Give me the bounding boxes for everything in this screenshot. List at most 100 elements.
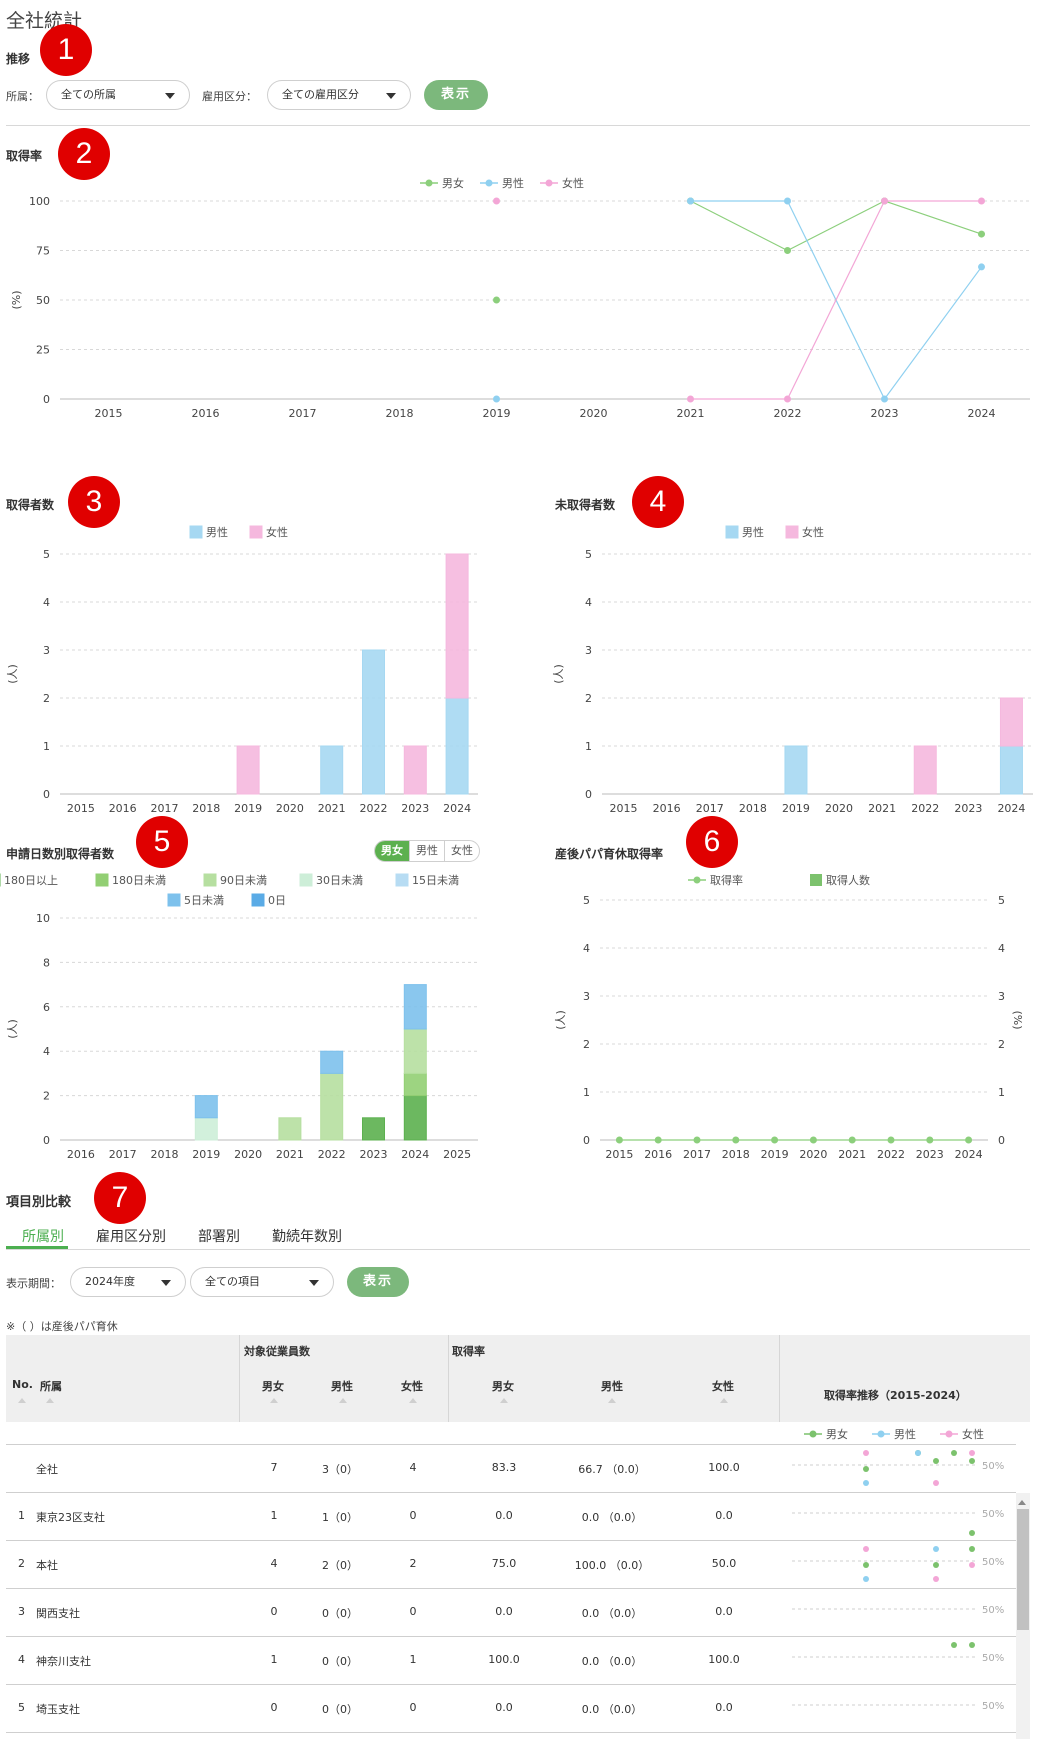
legend-swatch — [249, 525, 263, 539]
table-cell-no: 4 — [18, 1653, 25, 1666]
sparkline-point — [863, 1546, 869, 1552]
compare-show-button[interactable]: 表示 — [347, 1267, 409, 1297]
table-cell-rate-m: 0.0 （0.0） — [581, 1703, 643, 1716]
table-cell-emp-f: 0 — [409, 1605, 417, 1618]
tab-by-dept[interactable]: 所属別 — [22, 1229, 64, 1245]
tab-by-tenure[interactable]: 勤続年数別 — [272, 1229, 342, 1245]
scrollbar-thumb[interactable] — [1017, 1509, 1029, 1630]
legend-swatch — [251, 893, 265, 907]
trend-sparkline: 50% — [792, 1605, 1004, 1616]
dept-select[interactable]: 全ての所属 — [46, 80, 190, 110]
x-tick-label: 2017 — [289, 407, 317, 420]
table-header — [6, 1335, 1030, 1422]
table-cell-rate-all: 83.3 — [491, 1461, 517, 1474]
col-emp-female[interactable]: 女性 — [401, 1380, 423, 1393]
sort-arrow-icon — [46, 1398, 54, 1403]
badge-7: 7 — [94, 1172, 146, 1224]
table-row[interactable]: 4 神奈川支社 1 0（0） 1 100.0 0.0 （0.0） 100.0 50% — [6, 1637, 1016, 1685]
x-tick-label: 2018 — [192, 802, 220, 815]
item-select[interactable]: 全ての項目 — [190, 1267, 334, 1297]
period-select[interactable]: 2024年度 — [70, 1267, 186, 1297]
y-axis-label: (人) — [552, 664, 565, 684]
data-point — [687, 197, 694, 205]
table-cell-emp-m: 2（0） — [322, 1559, 358, 1572]
table-cell-no: 1 — [18, 1509, 25, 1522]
bar-segment — [403, 745, 427, 795]
tab-by-division[interactable]: 部署別 — [198, 1229, 240, 1245]
trend-sparkline: 50% — [792, 1509, 1004, 1536]
x-tick-label: 2015 — [95, 407, 123, 420]
toggle-both[interactable]: 男女 — [375, 841, 409, 861]
x-tick-label: 2023 — [871, 407, 899, 420]
y-tick-label: 2 — [583, 1038, 590, 1051]
takers-chart: 男性 女性 0 1 2 3 4 5 (人) 2015 2016 2017 2018 2019 2020 202… — [6, 525, 478, 815]
chevron-down-icon — [309, 1280, 319, 1286]
table-cell-rate-m: 66.7 （0.0） — [578, 1463, 646, 1476]
col-rate-male[interactable]: 男性 — [601, 1380, 623, 1393]
data-point — [493, 395, 500, 403]
x-tick-label: 2024 — [955, 1148, 983, 1161]
x-tick-label: 2021 — [276, 1148, 304, 1161]
tab-by-employment[interactable]: 雇用区分別 — [96, 1229, 166, 1245]
trend-sparkline: 50% — [792, 1546, 1004, 1582]
badge-4: 4 — [632, 476, 684, 528]
x-tick-label: 2020 — [825, 802, 853, 815]
x-tick-label: 2020 — [580, 407, 608, 420]
table-row[interactable]: 全社 7 3（0） 4 83.3 66.7 （0.0） 100.0 50% — [6, 1445, 1016, 1493]
legend-label: 0日 — [268, 894, 286, 907]
sparkline-mark-label: 50% — [982, 1461, 1004, 1472]
sparkline-point — [933, 1458, 939, 1464]
chevron-down-icon — [386, 93, 396, 99]
table-cell-emp-all: 0 — [270, 1701, 278, 1714]
col-dept[interactable]: 所属 — [40, 1380, 62, 1393]
legend-swatch — [785, 525, 799, 539]
legend-swatch — [167, 893, 181, 907]
toggle-female[interactable]: 女性 — [444, 841, 479, 861]
legend-swatch — [189, 525, 203, 539]
legend-marker — [809, 1430, 817, 1438]
legend-label: 男性 — [894, 1427, 916, 1441]
x-tick-label: 2017 — [683, 1148, 711, 1161]
table-row[interactable]: 5 埼玉支社 0 0（0） 0 0.0 0.0 （0.0） 0.0 50% — [6, 1685, 1016, 1733]
col-emp-male[interactable]: 男性 — [331, 1380, 353, 1393]
y-tick-label: 50 — [36, 294, 50, 307]
table-row[interactable]: 2 本社 4 2（0） 2 75.0 100.0 （0.0） 50.0 50% — [6, 1541, 1016, 1589]
toggle-male[interactable]: 男性 — [409, 841, 444, 861]
sparkline-point — [863, 1576, 869, 1582]
legend-label: 男女 — [442, 176, 464, 190]
table-row[interactable]: 1 東京23区支社 1 1（0） 0 0.0 0.0 （0.0） 0.0 50% — [6, 1493, 1016, 1541]
header-divider — [239, 1335, 240, 1422]
col-rate-both[interactable]: 男女 — [492, 1380, 514, 1393]
divider — [6, 125, 1030, 126]
x-tick-label: 2022 — [774, 407, 802, 420]
legend-label: 女性 — [962, 1427, 984, 1441]
y-tick-label: 25 — [36, 344, 50, 357]
trend-section-title: 推移 — [6, 52, 31, 66]
legend-marker — [693, 876, 701, 884]
legend-swatch — [299, 873, 313, 887]
employment-select[interactable]: 全ての雇用区分 — [267, 80, 411, 110]
employment-select-value: 全ての雇用区分 — [282, 88, 359, 101]
legend-label: 女性 — [562, 176, 584, 190]
table-row[interactable]: 3 関西支社 0 0（0） 0 0.0 0.0 （0.0） 0.0 50% — [6, 1589, 1016, 1637]
data-point — [978, 197, 985, 205]
bar-segment — [999, 697, 1023, 747]
col-emp-both[interactable]: 男女 — [262, 1380, 284, 1393]
sparkline-mark-label: 50% — [982, 1701, 1004, 1712]
table-cell-emp-m: 0（0） — [322, 1607, 358, 1620]
data-point — [887, 1136, 895, 1144]
scroll-up-icon[interactable] — [1018, 1500, 1026, 1505]
show-button[interactable]: 表示 — [424, 80, 488, 110]
legend-swatch — [395, 873, 409, 887]
y2-tick-label: 2 — [998, 1038, 1005, 1051]
bar-segment — [236, 745, 260, 795]
y-tick-label: 3 — [583, 990, 590, 1003]
bar-segment — [403, 1072, 427, 1097]
trend-legend: 男女 男性 女性 — [804, 1427, 984, 1441]
sort-arrows — [18, 1398, 728, 1403]
col-rate-female[interactable]: 女性 — [712, 1380, 734, 1393]
col-no[interactable]: No. — [12, 1378, 33, 1391]
table-cell-emp-f: 1 — [409, 1653, 417, 1666]
employment-label: 雇用区分： — [202, 90, 257, 103]
badge-3: 3 — [68, 476, 120, 528]
